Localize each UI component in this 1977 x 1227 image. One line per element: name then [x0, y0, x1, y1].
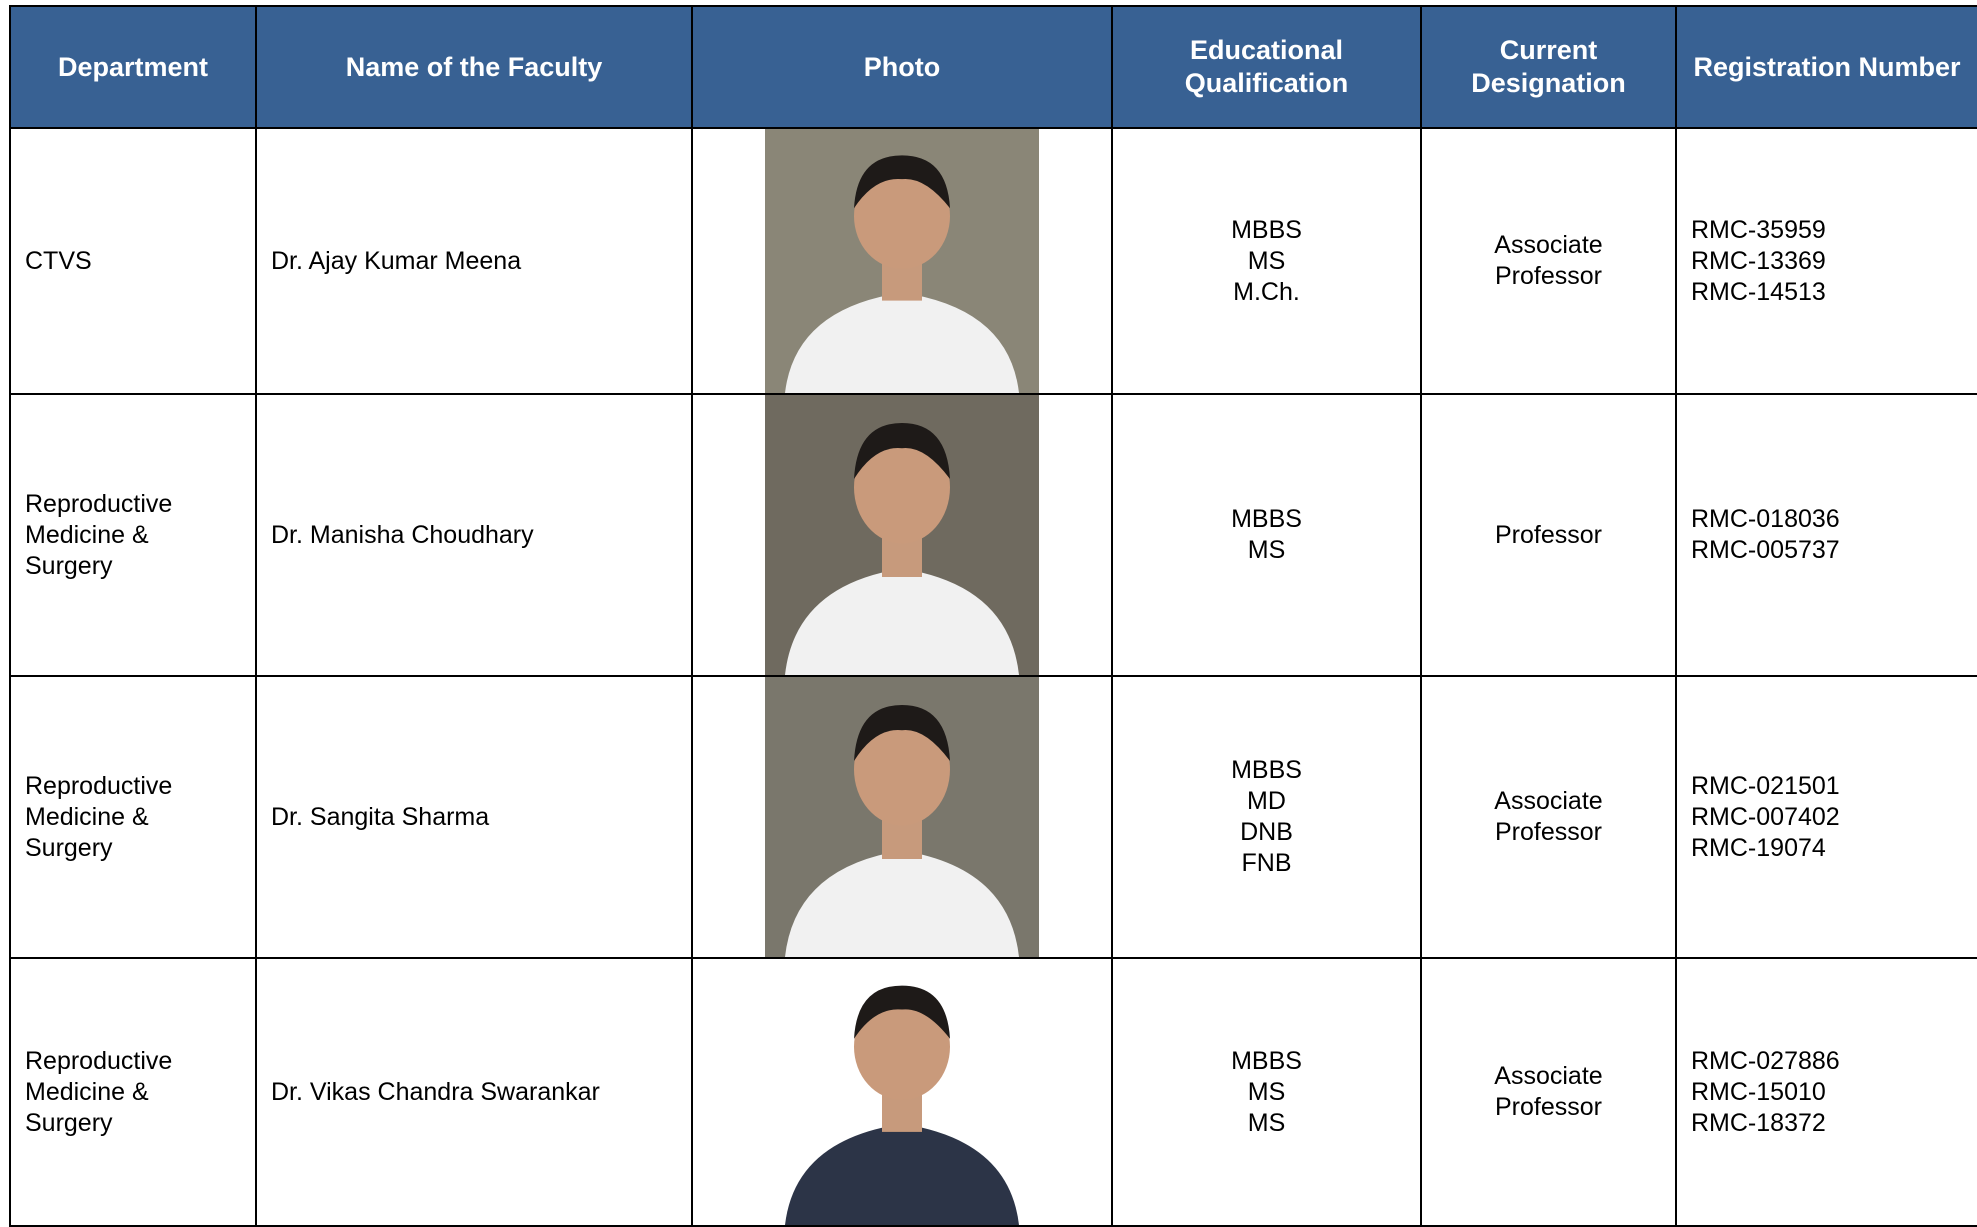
- qualification-line: MD: [1247, 787, 1286, 815]
- registration-cell: RMC-018036 RMC-005737: [1675, 393, 1977, 677]
- registration-line: RMC-027886: [1691, 1046, 1840, 1075]
- designation-line: Professor: [1495, 520, 1602, 549]
- registration-line: RMC-18372: [1691, 1108, 1826, 1137]
- department-line: Medicine &: [25, 520, 149, 549]
- registration-line: RMC-19074: [1691, 833, 1826, 862]
- header-cell: Department: [9, 5, 257, 129]
- registration-line: RMC-35959: [1691, 215, 1826, 244]
- department-line: Surgery: [25, 1108, 113, 1137]
- designation-cell: Associate Professor: [1420, 675, 1677, 959]
- faculty-photo: [765, 395, 1039, 675]
- department-cell: Reproductive Medicine & Surgery: [9, 957, 257, 1227]
- registration-cell: RMC-027886 RMC-15010 RMC-18372: [1675, 957, 1977, 1227]
- department-line: Surgery: [25, 833, 113, 862]
- qualification-line: MBBS: [1231, 1046, 1302, 1075]
- qualification-line: MS: [1247, 246, 1286, 275]
- registration-line: RMC-14513: [1691, 277, 1826, 306]
- designation-cell: Associate Professor: [1420, 957, 1677, 1227]
- qualification-line: FNB: [1241, 849, 1292, 877]
- department-line: CTVS: [25, 246, 92, 275]
- qualification-line: M.Ch.: [1233, 277, 1300, 306]
- photo-cell: [691, 127, 1113, 395]
- header-row: Department Name of the Faculty Photo Educat…: [9, 5, 1977, 129]
- faculty-row: Reproductive Medicine & Surgery Dr. Sangita…: [9, 675, 1977, 959]
- department-line: Surgery: [25, 551, 113, 580]
- designation-line: Professor: [1495, 1093, 1602, 1121]
- designation-line: Professor: [1495, 262, 1602, 290]
- photo-cell: [691, 675, 1113, 959]
- qualification-line: MS: [1247, 536, 1286, 564]
- qualification-line: MBBS: [1231, 756, 1302, 784]
- qualification-line: MBBS: [1231, 215, 1302, 244]
- header-cell: Photo: [691, 5, 1113, 129]
- qualification-cell: MBBS MS: [1111, 393, 1422, 677]
- table-body: CTVS Dr. Ajay Kumar Meena MBBS MS M.Ch. Asso…: [9, 127, 1977, 1227]
- name-cell: Dr. Sangita Sharma: [255, 675, 693, 959]
- department-line: Reproductive: [25, 489, 173, 518]
- department-line: Reproductive: [25, 771, 173, 800]
- faculty-photo: [765, 129, 1039, 393]
- registration-line: RMC-018036: [1691, 505, 1840, 533]
- faculty-photo: [765, 677, 1039, 957]
- designation-cell: Professor: [1420, 393, 1677, 677]
- designation-line: Associate: [1494, 787, 1603, 815]
- faculty-photo: [765, 959, 1039, 1225]
- photo-cell: [691, 957, 1113, 1227]
- department-line: Medicine &: [25, 1077, 149, 1106]
- photo-cell: [691, 393, 1113, 677]
- name-cell: Dr. Vikas Chandra Swarankar: [255, 957, 693, 1227]
- qualification-line: MS: [1247, 1077, 1286, 1106]
- qualification-cell: MBBS MD DNB FNB: [1111, 675, 1422, 959]
- registration-line: RMC-15010: [1691, 1077, 1826, 1106]
- header-cell: Name of the Faculty: [255, 5, 693, 129]
- department-line: Medicine &: [25, 802, 149, 831]
- header-cell: Current Designation: [1420, 5, 1677, 129]
- faculty-row: Reproductive Medicine & Surgery Dr. Vikas C…: [9, 957, 1977, 1227]
- qualification-line: MS: [1247, 1108, 1286, 1137]
- name-cell: Dr. Manisha Choudhary: [255, 393, 693, 677]
- name-cell: Dr. Ajay Kumar Meena: [255, 127, 693, 395]
- department-cell: Reproductive Medicine & Surgery: [9, 393, 257, 677]
- header-cell: Registration Number: [1675, 5, 1977, 129]
- department-cell: CTVS: [9, 127, 257, 395]
- department-line: Reproductive: [25, 1046, 173, 1075]
- qualification-line: MBBS: [1231, 505, 1302, 533]
- qualification-cell: MBBS MS M.Ch.: [1111, 127, 1422, 395]
- designation-line: Associate: [1494, 1062, 1603, 1090]
- registration-cell: RMC-021501 RMC-007402 RMC-19074: [1675, 675, 1977, 959]
- designation-cell: Associate Professor: [1420, 127, 1677, 395]
- faculty-row: Reproductive Medicine & Surgery Dr. Manisha…: [9, 393, 1977, 677]
- registration-line: RMC-13369: [1691, 246, 1826, 275]
- designation-line: Professor: [1495, 818, 1602, 846]
- registration-line: RMC-021501: [1691, 771, 1840, 800]
- header-cell: Educational Qualification: [1111, 5, 1422, 129]
- faculty-row: CTVS Dr. Ajay Kumar Meena MBBS MS M.Ch. Asso…: [9, 127, 1977, 395]
- registration-line: RMC-005737: [1691, 536, 1840, 564]
- qualification-cell: MBBS MS MS: [1111, 957, 1422, 1227]
- designation-line: Associate: [1494, 231, 1603, 259]
- department-cell: Reproductive Medicine & Surgery: [9, 675, 257, 959]
- faculty-table: Department Name of the Faculty Photo Educat…: [9, 5, 1977, 1227]
- registration-cell: RMC-35959 RMC-13369 RMC-14513: [1675, 127, 1977, 395]
- registration-line: RMC-007402: [1691, 802, 1840, 831]
- qualification-line: DNB: [1240, 818, 1293, 846]
